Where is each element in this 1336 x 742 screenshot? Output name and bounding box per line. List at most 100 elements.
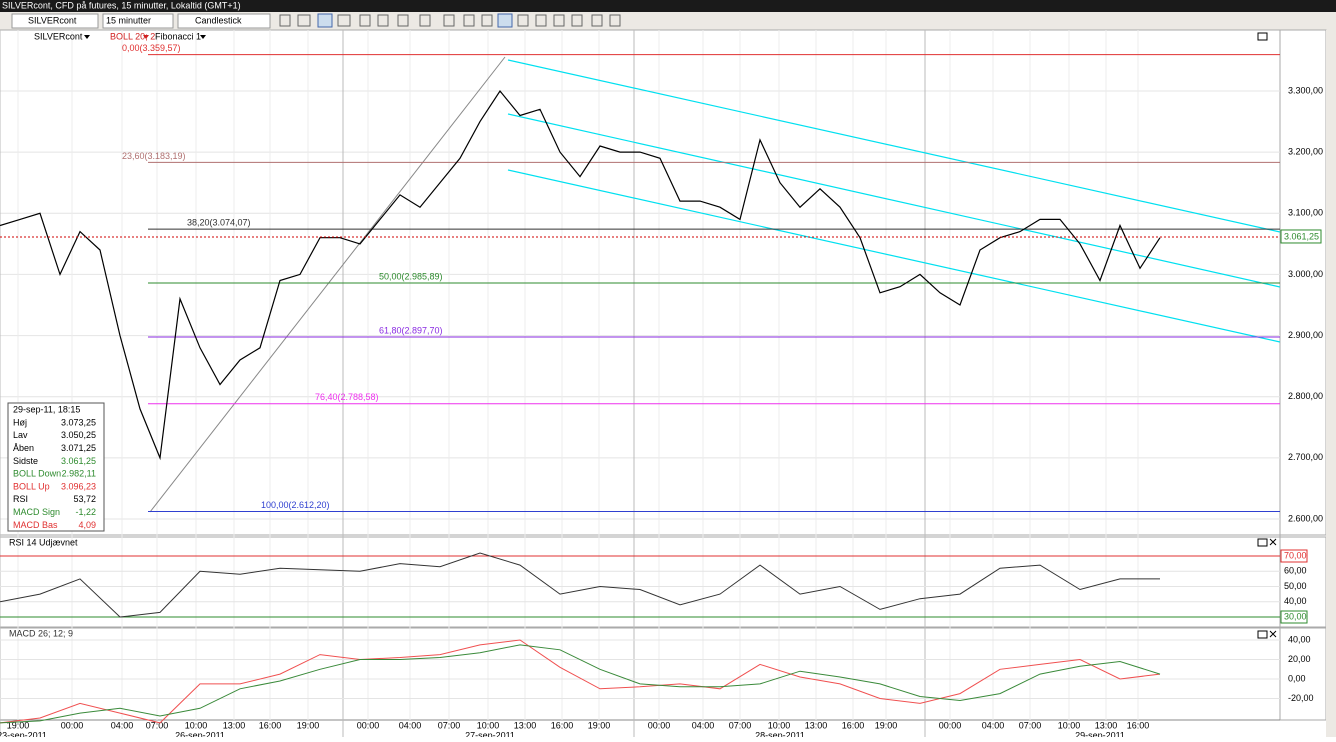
- macd-title: MACD 26; 12; 9: [9, 628, 73, 638]
- window-title: SILVERcont, CFD på futures, 15 minutter,…: [2, 0, 241, 10]
- time-label: 04:00: [111, 720, 134, 730]
- price-tick-label: 3.300,00: [1288, 85, 1323, 95]
- info-value: 3.071,25: [61, 443, 96, 453]
- info-value: 2.982,11: [62, 469, 96, 479]
- fib-label: 61,80(2.897,70): [379, 325, 443, 335]
- price-tick-label: 2.800,00: [1288, 391, 1323, 401]
- rsi-tick-label: 30,00: [1284, 611, 1307, 621]
- dropdown-arrow[interactable]: [143, 35, 149, 39]
- macd-tick-label: 0,00: [1288, 673, 1306, 683]
- time-label: 16:00: [259, 720, 282, 730]
- legend-boll[interactable]: BOLL 20; 2: [110, 31, 155, 41]
- fib-label: 23,60(3.183,19): [122, 151, 186, 161]
- time-label: 07:00: [1019, 720, 1042, 730]
- time-label: 13:00: [805, 720, 828, 730]
- channel-mid: [507, 113, 1281, 288]
- symbol-text: SILVERcont: [28, 15, 77, 25]
- toolbar-icons[interactable]: [279, 13, 621, 28]
- style-text: Candlestick: [195, 15, 242, 25]
- maximize-button[interactable]: [1257, 32, 1268, 41]
- info-label: BOLL Up: [13, 481, 50, 491]
- close-buttons[interactable]: [1269, 538, 1277, 638]
- rsi-tick-label: 40,00: [1284, 596, 1307, 606]
- macd-line: [0, 639, 1161, 724]
- date-label: 27-sep-2011: [465, 730, 515, 737]
- info-label: Høj: [13, 417, 27, 427]
- info-label: Lav: [13, 430, 28, 440]
- rsi-tick-label: 50,00: [1284, 581, 1307, 591]
- toolbar: [0, 12, 1336, 30]
- last-price-box: [1280, 229, 1322, 244]
- macd-panel: [0, 627, 1327, 721]
- time-label: 13:00: [1095, 720, 1118, 730]
- title-bar: [0, 0, 1336, 12]
- info-label: MACD Bas: [13, 520, 58, 530]
- channel-upper: [507, 59, 1281, 233]
- date-label: 26-sep-2011: [175, 730, 225, 737]
- legend-symbol[interactable]: SILVERcont: [34, 31, 83, 41]
- maximize-button[interactable]: [1257, 538, 1268, 547]
- fib-trend-line: [149, 56, 506, 513]
- rsi-level-box: [1280, 610, 1308, 624]
- rsi-panel: [0, 536, 1327, 628]
- fib-label: 100,00(2.612,20): [261, 500, 330, 510]
- info-value: 3.073,25: [61, 417, 96, 427]
- interval-text: 15 minutter: [106, 15, 151, 25]
- drawings: [149, 56, 1281, 513]
- time-label: 16:00: [842, 720, 865, 730]
- time-label: 04:00: [399, 720, 422, 730]
- price-tick-label: 3.200,00: [1288, 147, 1323, 157]
- time-label: 13:00: [514, 720, 537, 730]
- macd-tick-label: 20,00: [1288, 654, 1311, 664]
- time-label: 19:00: [588, 720, 611, 730]
- info-label: RSI: [13, 494, 28, 504]
- rsi-tick-label: 70,00: [1284, 550, 1307, 560]
- time-label: 04:00: [692, 720, 715, 730]
- info-label: Åben: [13, 443, 34, 453]
- symbol-input[interactable]: [11, 13, 99, 29]
- macd-tick-label: -20,00: [1288, 693, 1314, 703]
- info-value: -1,22: [75, 507, 96, 517]
- style-select[interactable]: [177, 13, 271, 29]
- time-label: 00:00: [61, 720, 84, 730]
- legend-fib[interactable]: Fibonacci 1: [155, 31, 201, 41]
- info-panel: 29-sep-11, 18:15 Høj 3.073,25 Lav 3.050,25 Åb…: [7, 402, 105, 532]
- time-label: 10:00: [1058, 720, 1081, 730]
- fib-label: 0,00(3.359,57): [122, 43, 181, 53]
- time-label: 00:00: [357, 720, 380, 730]
- time-label: 10:00: [768, 720, 791, 730]
- time-label: 07:00: [438, 720, 461, 730]
- info-box: [7, 402, 105, 532]
- info-label: Sidste: [13, 456, 38, 466]
- fib-label: 50,00(2.985,89): [379, 271, 443, 281]
- fib-label: 76,40(2.788,58): [315, 392, 379, 402]
- time-label: 16:00: [551, 720, 574, 730]
- scrollbar: [1326, 30, 1336, 737]
- fib-label: 38,20(3.074,07): [187, 218, 251, 228]
- grid: [0, 30, 1280, 737]
- info-value: 3.096,23: [61, 481, 96, 491]
- time-label: 00:00: [648, 720, 671, 730]
- date-label: 23-sep-2011: [0, 730, 47, 737]
- time-label: 19:00: [7, 720, 30, 730]
- time-label: 19:00: [297, 720, 320, 730]
- time-label: 10:00: [477, 720, 500, 730]
- rsi-tick-label: 60,00: [1284, 566, 1307, 576]
- rsi-level-box: [1280, 549, 1308, 563]
- dropdown-arrow[interactable]: [200, 35, 206, 39]
- signal-line: [0, 644, 1161, 724]
- price-tick-label: 2.700,00: [1288, 452, 1323, 462]
- macd-tick-label: 40,00: [1288, 634, 1311, 644]
- price-tick-label: 3.000,00: [1288, 269, 1323, 279]
- dropdown-arrow[interactable]: [84, 35, 90, 39]
- price-line: [0, 89, 1161, 461]
- interval-select[interactable]: [102, 13, 174, 29]
- info-value: 3.061,25: [61, 456, 96, 466]
- maximize-button[interactable]: [1257, 630, 1268, 639]
- time-label: 16:00: [1127, 720, 1150, 730]
- price-tick-label: 3.100,00: [1288, 208, 1323, 218]
- rsi-title: RSI 14 Udjævnet: [9, 537, 78, 547]
- price-tick-label: 2.600,00: [1288, 513, 1323, 523]
- time-label: 19:00: [875, 720, 898, 730]
- time-label: 13:00: [223, 720, 246, 730]
